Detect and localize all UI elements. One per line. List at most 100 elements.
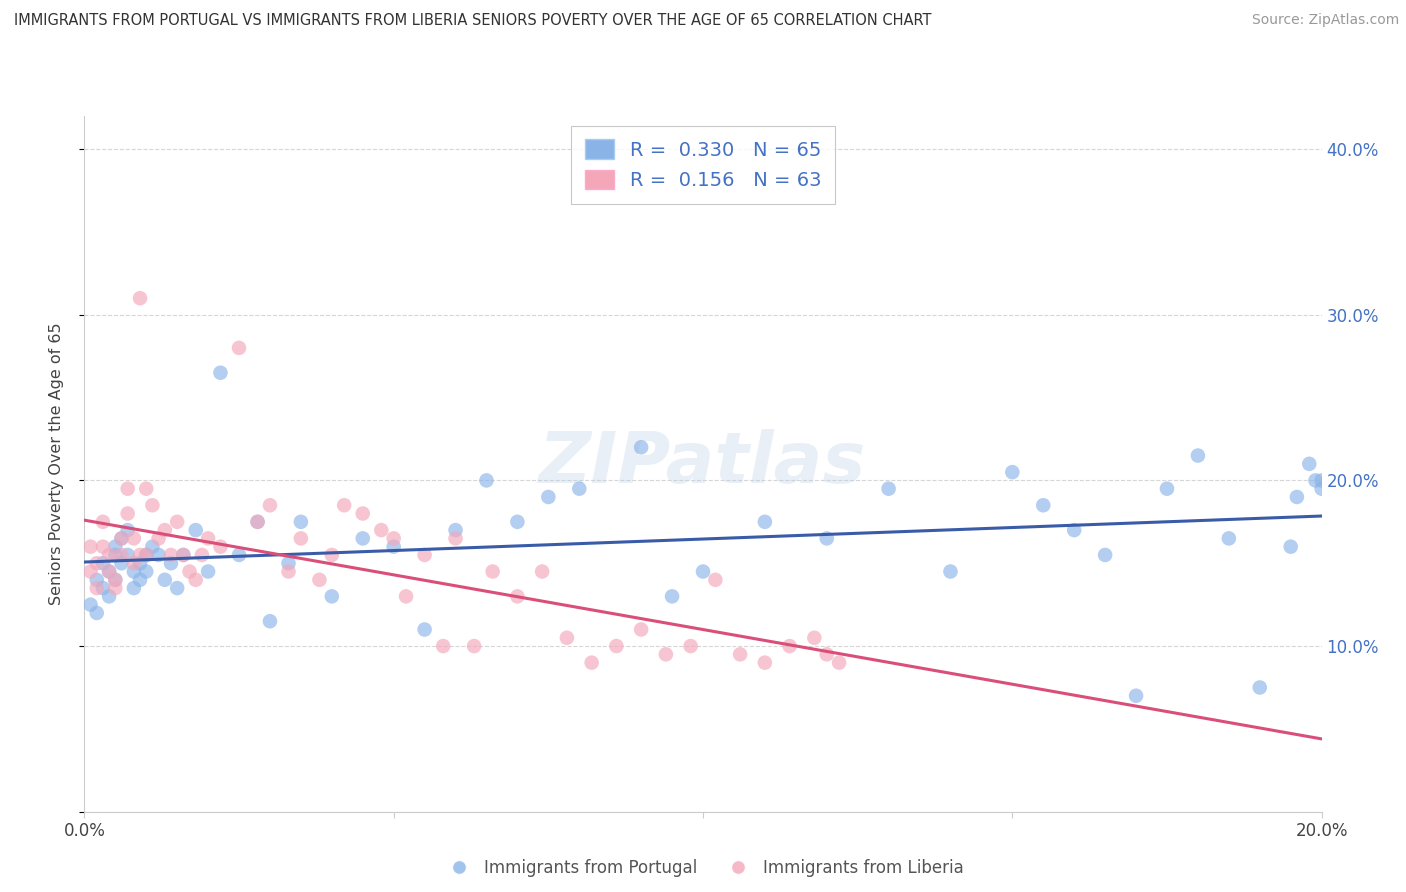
- Point: [104, 548, 127, 562]
- Point: [91, 581, 114, 595]
- Point: [728, 648, 751, 662]
- Point: [122, 532, 145, 546]
- Point: [308, 573, 330, 587]
- Point: [86, 556, 108, 570]
- Point: [815, 648, 838, 662]
- Point: [117, 482, 139, 496]
- Point: [148, 532, 170, 546]
- Point: [184, 573, 207, 587]
- Point: [91, 540, 114, 554]
- Point: [333, 498, 356, 512]
- Point: [321, 548, 343, 562]
- Point: [444, 523, 467, 537]
- Point: [432, 639, 454, 653]
- Point: [1032, 498, 1054, 512]
- Point: [679, 639, 702, 653]
- Point: [1279, 540, 1302, 554]
- Point: [506, 590, 529, 604]
- Point: [228, 341, 250, 355]
- Point: [166, 515, 188, 529]
- Point: [117, 523, 139, 537]
- Point: [352, 507, 374, 521]
- Point: [172, 548, 194, 562]
- Point: [122, 581, 145, 595]
- Point: [117, 548, 139, 562]
- Point: [803, 631, 825, 645]
- Point: [98, 565, 121, 579]
- Point: [630, 623, 652, 637]
- Point: [246, 515, 269, 529]
- Point: [141, 540, 163, 554]
- Point: [246, 515, 269, 529]
- Point: [135, 548, 157, 562]
- Point: [382, 532, 405, 546]
- Point: [704, 573, 727, 587]
- Point: [321, 590, 343, 604]
- Point: [506, 515, 529, 529]
- Point: [104, 540, 127, 554]
- Point: [110, 532, 132, 546]
- Point: [1156, 482, 1178, 496]
- Point: [655, 648, 678, 662]
- Point: [277, 556, 299, 570]
- Point: [86, 606, 108, 620]
- Point: [110, 548, 132, 562]
- Point: [568, 482, 591, 496]
- Point: [1310, 482, 1333, 496]
- Point: [1063, 523, 1085, 537]
- Point: [692, 565, 714, 579]
- Point: [79, 540, 101, 554]
- Point: [290, 515, 312, 529]
- Point: [98, 565, 121, 579]
- Point: [370, 523, 392, 537]
- Point: [141, 498, 163, 512]
- Point: [197, 532, 219, 546]
- Point: [117, 507, 139, 521]
- Point: [1218, 532, 1240, 546]
- Point: [86, 581, 108, 595]
- Point: [828, 656, 851, 670]
- Point: [463, 639, 485, 653]
- Point: [228, 548, 250, 562]
- Point: [1298, 457, 1320, 471]
- Point: [129, 291, 152, 305]
- Point: [1094, 548, 1116, 562]
- Point: [179, 565, 201, 579]
- Point: [153, 573, 176, 587]
- Point: [259, 614, 281, 628]
- Point: [754, 656, 776, 670]
- Point: [290, 532, 312, 546]
- Point: [148, 548, 170, 562]
- Point: [209, 366, 232, 380]
- Point: [110, 556, 132, 570]
- Point: [877, 482, 900, 496]
- Point: [277, 565, 299, 579]
- Point: [135, 482, 157, 496]
- Point: [129, 548, 152, 562]
- Text: IMMIGRANTS FROM PORTUGAL VS IMMIGRANTS FROM LIBERIA SENIORS POVERTY OVER THE AGE: IMMIGRANTS FROM PORTUGAL VS IMMIGRANTS F…: [14, 13, 932, 29]
- Point: [555, 631, 578, 645]
- Legend: Immigrants from Portugal, Immigrants from Liberia: Immigrants from Portugal, Immigrants fro…: [436, 852, 970, 883]
- Point: [135, 565, 157, 579]
- Point: [259, 498, 281, 512]
- Point: [79, 565, 101, 579]
- Y-axis label: Seniors Poverty Over the Age of 65: Seniors Poverty Over the Age of 65: [49, 323, 63, 605]
- Point: [1001, 465, 1024, 479]
- Point: [184, 523, 207, 537]
- Point: [122, 565, 145, 579]
- Point: [1249, 681, 1271, 695]
- Point: [779, 639, 801, 653]
- Point: [1310, 474, 1333, 488]
- Point: [166, 581, 188, 595]
- Point: [537, 490, 560, 504]
- Point: [531, 565, 554, 579]
- Point: [352, 532, 374, 546]
- Point: [91, 556, 114, 570]
- Point: [104, 573, 127, 587]
- Point: [209, 540, 232, 554]
- Point: [1187, 449, 1209, 463]
- Text: Source: ZipAtlas.com: Source: ZipAtlas.com: [1251, 13, 1399, 28]
- Point: [104, 581, 127, 595]
- Point: [160, 556, 183, 570]
- Point: [98, 548, 121, 562]
